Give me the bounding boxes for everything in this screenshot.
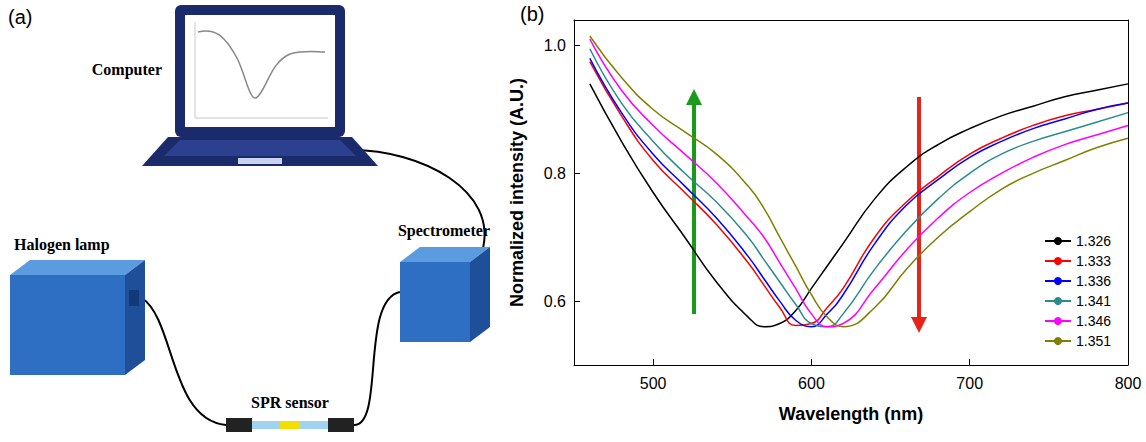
- svg-text:Wavelength (nm): Wavelength (nm): [779, 404, 923, 424]
- svg-text:Normalized intensity (A.U.): Normalized intensity (A.U.): [507, 78, 527, 307]
- svg-text:(a): (a): [8, 6, 32, 28]
- svg-text:700: 700: [956, 375, 983, 392]
- svg-text:SPR sensor: SPR sensor: [251, 394, 329, 411]
- svg-text:Halogen lamp: Halogen lamp: [14, 236, 110, 254]
- svg-text:1.326: 1.326: [1076, 233, 1111, 249]
- svg-text:0.8: 0.8: [544, 165, 566, 182]
- svg-text:1.0: 1.0: [544, 37, 566, 54]
- svg-text:Spectrometer: Spectrometer: [398, 222, 490, 240]
- svg-text:500: 500: [640, 375, 667, 392]
- svg-text:600: 600: [798, 375, 825, 392]
- svg-text:1.341: 1.341: [1076, 293, 1111, 309]
- svg-text:1.336: 1.336: [1076, 273, 1111, 289]
- svg-text:800: 800: [1115, 375, 1142, 392]
- svg-text:1.346: 1.346: [1076, 313, 1111, 329]
- svg-text:1.351: 1.351: [1076, 333, 1111, 349]
- svg-text:Computer: Computer: [92, 61, 162, 79]
- svg-text:0.6: 0.6: [544, 293, 566, 310]
- svg-text:1.333: 1.333: [1076, 253, 1111, 269]
- svg-text:(b): (b): [520, 3, 544, 25]
